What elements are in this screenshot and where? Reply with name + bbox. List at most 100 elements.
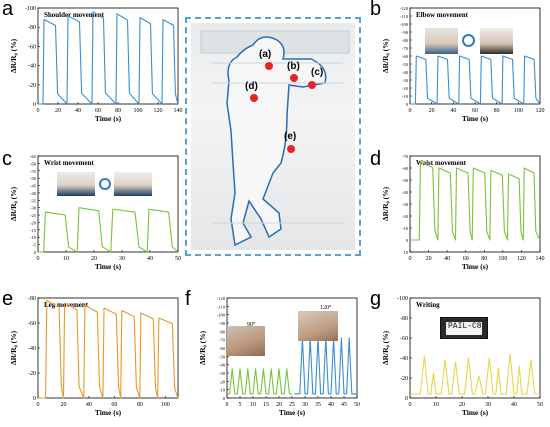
y-tick-label: -70 [402,154,409,159]
y-tick-label: 0 [406,102,409,107]
x-tick-label: 20 [55,108,61,114]
sensor-point-d [250,94,258,102]
point-label-d: (d) [245,81,258,92]
y-tick-label: -40 [400,356,408,362]
chart-title: Waist movement [416,159,467,167]
x-tick-label: 0 [409,256,412,262]
y-tick-label: 0 [405,396,408,402]
y-tick-label: -90 [402,30,409,35]
x-axis-label: Time (s) [462,408,489,417]
y-tick-label: -30 [402,78,409,83]
panel-letter-c: c [2,148,12,170]
y-tick-label: -20 [28,371,36,377]
x-tick-label: 60 [95,108,101,114]
x-tick-label: 20 [429,108,435,114]
series-line [410,55,541,105]
series-line [410,353,540,395]
x-tick-label: 0 [37,256,40,262]
y-axis-label: ΔR/R₀ (%) [381,38,390,73]
x-tick-label: 20 [91,256,97,262]
y-tick-label: -70 [219,338,226,343]
x-tick-label: 0 [409,402,412,408]
y-tick-label: -100 [217,313,226,318]
x-tick-label: 140 [174,108,183,114]
panel-letter-f: f [185,288,191,310]
x-tick-label: 80 [115,108,121,114]
y-tick-label: -40 [402,190,409,195]
chart-title: Leg movement [44,301,89,309]
sensor-point-c [308,81,316,89]
x-tick-label: 120 [154,108,163,114]
chart-title: Writing [416,301,440,309]
x-tick-label: 60 [111,402,117,408]
y-tick-label: -60 [219,346,226,351]
y-tick-label: 0 [34,250,37,255]
y-tick-label: -60 [28,321,36,327]
plot-frame [409,7,541,105]
y-tick-label: 0 [223,396,226,401]
x-axis-label: Time (s) [95,114,122,123]
y-tick-label: -50 [30,176,37,181]
plot-frame [409,297,541,399]
y-tick-label: -50 [219,354,226,359]
chart-waist: 100-10-20-30-40-50-60-700 20 40 60 80 100 120 1… [381,154,545,271]
series-line [294,337,357,395]
panel-letter-d: d [370,148,382,170]
panel-letter-g: g [370,288,382,310]
y-tick-label: -20 [30,220,37,225]
x-tick-label: 50 [537,402,543,408]
x-tick-label: 0 [226,402,229,408]
point-label-b: (b) [287,61,300,72]
x-tick-label: 30 [119,256,125,262]
y-tick-label: -30 [402,202,409,207]
y-tick-label: -80 [219,329,226,334]
x-tick-label: 100 [514,108,523,114]
y-tick-label: -20 [28,83,36,89]
y-tick-label: -120 [217,296,226,301]
x-tick-label: 20 [426,256,432,262]
y-tick-label: 0 [33,102,36,108]
x-tick-label: 50 [354,402,360,408]
x-tick-label: 10 [250,402,256,408]
y-tick-label: -35 [30,198,37,203]
y-tick-label: -20 [219,379,226,384]
x-tick-label: 20 [276,402,282,408]
y-tick-label: -40 [28,346,36,352]
y-tick-label: -80 [28,25,36,31]
writing-text: PAIL-C8 [448,322,482,331]
x-tick-label: 20 [60,402,66,408]
chart-elbow-angles: 0 -10 -20 -30 -40 -50 -60 -70 -80 -90 -100 -110 -120… [198,296,360,417]
y-tick-label: -20 [402,214,409,219]
x-tick-label: 5 [239,402,242,408]
elbow-photo-straight [425,28,458,54]
x-tick-label: 45 [341,402,347,408]
x-tick-label: 120 [536,108,545,114]
chart-title: Shoulder movement [44,11,105,19]
y-tick-label: -60 [402,54,409,59]
x-tick-label: 40 [75,108,81,114]
y-tick-label: -60 [400,336,408,342]
x-tick-label: 0 [409,108,412,114]
y-axis-label: ΔR/R₀ (%) [381,330,390,365]
series-line [38,207,179,253]
y-tick-label: -10 [402,226,409,231]
y-tick-label: -20 [400,376,408,382]
x-tick-label: 40 [511,402,517,408]
chart-wrist: 0 -5 -10 -15 -20 -25 -30 -35 -40 -45 -50 -55 -60 -65 0… [9,154,181,271]
x-tick-label: 40 [450,108,456,114]
y-tick-label: -45 [30,184,37,189]
x-tick-label: 0 [37,108,40,114]
y-tick-label: -100 [397,296,408,302]
y-tick-label: -15 [30,228,37,233]
panel-letter-b: b [370,0,382,20]
x-tick-label: 35 [315,402,321,408]
series-line [227,368,292,395]
x-tick-label: 10 [63,256,69,262]
x-axis-label: Time (s) [462,114,489,123]
x-axis-label: Time (s) [279,408,306,417]
y-tick-label: -110 [217,304,226,309]
y-tick-label: -30 [30,206,37,211]
body-outline [200,30,350,247]
x-axis-label: Time (s) [95,408,122,417]
y-tick-label: -90 [219,321,226,326]
